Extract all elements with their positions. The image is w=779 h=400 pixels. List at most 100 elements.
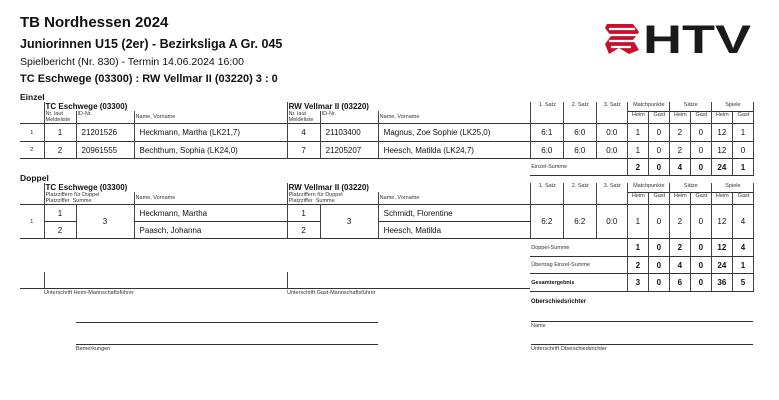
col-nr: Nr. laut bbox=[288, 111, 307, 117]
sum-saetze-heim: 4 bbox=[668, 158, 691, 176]
home-player: Bechthum, Sophia (LK24,0) bbox=[133, 141, 288, 159]
col-name: Name, Vorname bbox=[133, 111, 288, 124]
home-player-1: Heckmann, Martha bbox=[133, 204, 288, 222]
einzel-home-team: TC Eschwege (03300) bbox=[43, 102, 288, 111]
org-title: TB Nordhessen 2024 bbox=[20, 14, 169, 31]
guest-id: 21103400 bbox=[319, 123, 379, 142]
col-heim: Heim bbox=[710, 191, 733, 205]
col-platzziffer: Platzziffer bbox=[45, 198, 70, 204]
referee-signature-field[interactable] bbox=[531, 344, 753, 345]
col-id: ID-Nr. bbox=[319, 111, 379, 124]
col-name: Name, Vorname bbox=[377, 111, 531, 124]
col-heim: Heim bbox=[668, 110, 691, 124]
sum-mp-heim: 2 bbox=[626, 158, 649, 176]
home-platzziffer-2: 2 bbox=[43, 221, 77, 239]
total-mp-gast: 0 bbox=[647, 273, 670, 292]
gesamt-label: Gesamtergebnis bbox=[530, 273, 628, 292]
total-saetze-gast: 0 bbox=[689, 273, 712, 292]
home-signature-label: Unterschrift Heim-Mannschaftsführer bbox=[44, 290, 134, 296]
col-matchpunkte: Matchpunkte bbox=[626, 102, 670, 111]
col-heim: Heim bbox=[626, 110, 649, 124]
einzel-sum-label: Einzel-Summe bbox=[530, 158, 628, 176]
guest-player: Heesch, Matilda (LK24,7) bbox=[377, 141, 531, 159]
col-meldeliste: Meldeliste bbox=[45, 117, 71, 123]
col-summe: Summe bbox=[72, 198, 92, 204]
home-signature-field[interactable] bbox=[44, 272, 45, 288]
referee-heading: Oberschiedsrichter bbox=[531, 299, 587, 305]
total-spiele-heim: 36 bbox=[710, 273, 733, 292]
satz1: 6:1 bbox=[529, 123, 564, 142]
guest-signature-label: Unterschrift Gast-Mannschaftsführer bbox=[287, 290, 376, 296]
mp-gast: 0 bbox=[647, 123, 670, 142]
mp-heim: 1 bbox=[626, 123, 649, 142]
satz2: 6:0 bbox=[562, 123, 597, 142]
col-saetze: Sätze bbox=[668, 102, 712, 111]
col-satz3: 3. Satz bbox=[595, 183, 628, 205]
einzel-row: 1 1 21201526 Heckmann, Martha (LK21,7) 4… bbox=[20, 123, 755, 142]
col-meldeliste: Meldeliste bbox=[288, 117, 314, 123]
sum-mp-gast: 0 bbox=[647, 238, 670, 257]
col-nr: Nr. laut bbox=[45, 111, 63, 117]
guest-player-1: Schmidt, Florentine bbox=[377, 204, 531, 222]
col-satz2: 2. Satz bbox=[562, 183, 597, 205]
home-player: Heckmann, Martha (LK21,7) bbox=[133, 123, 288, 142]
home-platzziffer-1: 1 bbox=[43, 204, 77, 222]
col-heim: Heim bbox=[668, 191, 691, 205]
sum-spiele-gast: 4 bbox=[731, 238, 755, 257]
sum-saetze-heim: 2 bbox=[668, 238, 691, 257]
saetze-heim: 2 bbox=[668, 123, 691, 142]
league-title: Juniorinnen U15 (2er) - Bezirksliga A Gr… bbox=[20, 37, 283, 51]
sum-saetze-gast: 0 bbox=[689, 158, 712, 176]
guest-player-2: Heesch, Matilda bbox=[377, 221, 531, 239]
mp-heim: 1 bbox=[626, 141, 649, 159]
col-summe: Summe bbox=[315, 198, 335, 204]
satz2: 6:0 bbox=[562, 141, 597, 159]
col-gast: Gast bbox=[731, 191, 755, 205]
referee-name-label: Name bbox=[531, 323, 546, 329]
satz3: 0:0 bbox=[595, 141, 628, 159]
remarks-label: Bemerkungen bbox=[76, 346, 111, 352]
htv-logo: HTV bbox=[605, 20, 751, 56]
doppel-sum-label: Doppel-Summe bbox=[530, 238, 628, 257]
home-nr: 2 bbox=[43, 141, 77, 159]
satz3: 0:0 bbox=[595, 204, 628, 239]
col-heim: Heim bbox=[710, 110, 733, 124]
mp-gast: 0 bbox=[647, 204, 670, 239]
guest-nr: 4 bbox=[286, 123, 321, 142]
col-spiele: Spiele bbox=[710, 183, 755, 192]
spiele-heim: 12 bbox=[710, 141, 733, 159]
doppel-table: TC Eschwege (03300) RW Vellmar II (03220… bbox=[20, 183, 755, 292]
col-matchpunkte: Matchpunkte bbox=[626, 183, 670, 192]
guest-signature-field[interactable] bbox=[287, 272, 288, 288]
remarks-line-2[interactable] bbox=[76, 344, 378, 345]
satz2: 6:2 bbox=[562, 204, 597, 239]
uebertrag-label: Übertrag Einzel-Summe bbox=[530, 256, 628, 274]
col-id: ID-Nr. bbox=[75, 111, 135, 124]
col-gast: Gast bbox=[731, 110, 755, 124]
col-satz1: 1. Satz bbox=[529, 183, 564, 205]
guest-id: 21205207 bbox=[319, 141, 379, 159]
match-result: TC Eschwege (03300) : RW Vellmar II (032… bbox=[20, 73, 278, 85]
spiele-gast: 0 bbox=[731, 141, 755, 159]
remarks-line-1 bbox=[76, 322, 378, 323]
guest-platzziffer-1: 1 bbox=[286, 204, 321, 222]
total-mp-heim: 3 bbox=[626, 273, 649, 292]
referee-name-field[interactable] bbox=[531, 321, 753, 322]
saetze-gast: 0 bbox=[689, 123, 712, 142]
einzel-table: TC Eschwege (03300) RW Vellmar II (03220… bbox=[20, 102, 755, 176]
hessen-lion-icon bbox=[605, 24, 639, 54]
doppel-row: 1 1 3 Heckmann, Martha 1 3 Schmidt, Flor… bbox=[20, 204, 755, 239]
col-satz2: 2. Satz bbox=[562, 102, 597, 124]
satz1: 6:0 bbox=[529, 141, 564, 159]
saetze-gast: 0 bbox=[689, 204, 712, 239]
sum-spiele-gast: 1 bbox=[731, 158, 755, 176]
total-saetze-heim: 6 bbox=[668, 273, 691, 292]
sum-mp-gast: 0 bbox=[647, 256, 670, 274]
spiele-gast: 1 bbox=[731, 123, 755, 142]
col-satz1: 1. Satz bbox=[529, 102, 564, 124]
col-gast: Gast bbox=[689, 110, 712, 124]
doppel-home-team: TC Eschwege (03300) bbox=[43, 183, 288, 192]
home-player-2: Paasch, Johanna bbox=[133, 221, 288, 239]
